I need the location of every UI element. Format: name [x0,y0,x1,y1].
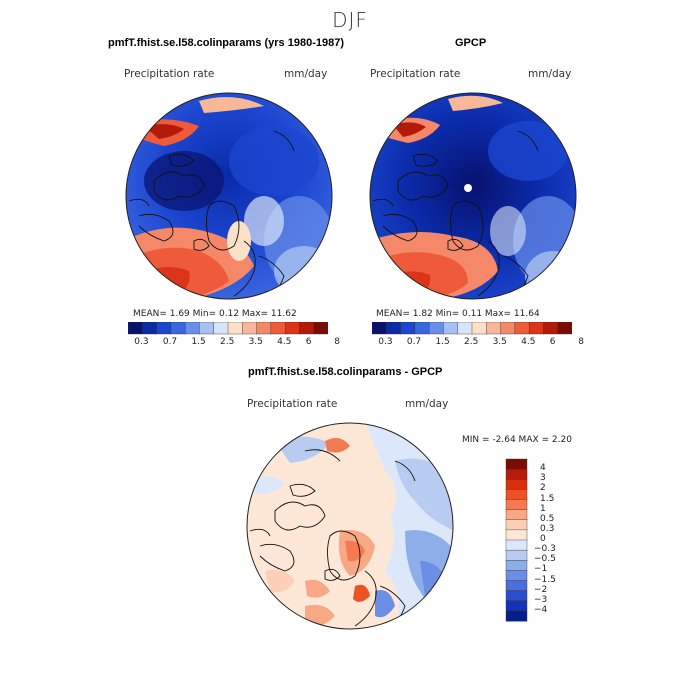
colorbar-swatch [270,322,286,335]
colorbar-tick-label: −0.5 [534,554,556,565]
colorbar-swatch [505,468,528,480]
panel3-stats: MIN = -2.64 MAX = 2.20 [462,435,572,445]
panel3-colorbar-ticks: 4 3 2 1.5 1 0.5 0.3 0 −0.3 −0.5 −1 −1.5 −2 −3 −4 [534,458,576,622]
colorbar-tick-label: 4.5 [277,337,292,347]
colorbar-swatch [505,560,528,571]
panel1-units: mm/day [284,68,328,80]
colorbar-tick-label: 0.3 [134,337,149,347]
panel1-colorbar [128,322,328,335]
panel1-stats: MEAN= 1.69 Min= 0.12 Max= 11.62 [133,309,297,319]
figure-title: DJF [332,8,368,32]
colorbar-swatch [505,509,528,521]
colorbar-swatch [227,322,243,335]
panel1-polar-map [125,92,333,300]
panel2-title: GPCP [455,37,487,49]
colorbar-swatch [213,322,229,335]
colorbar-tick-label: 4 [540,463,546,474]
colorbar-tick-label: 0 [540,534,546,544]
colorbar-swatch [184,322,200,335]
colorbar-tick-label: −1 [534,564,548,575]
colorbar-swatch [505,570,528,582]
colorbar-swatch [505,549,528,561]
colorbar-swatch [471,322,487,335]
panel1-variable: Precipitation rate [124,68,215,80]
panel3-title: pmfT.fhist.se.l58.colinparams - GPCP [248,366,443,378]
colorbar-tick-label: 0.7 [162,337,178,347]
colorbar-tick-label: 8 [578,337,585,347]
colorbar-swatch [284,322,300,335]
colorbar-swatch [400,322,416,335]
colorbar-tick-label: 1.5 [435,337,450,347]
colorbar-tick-label: 3.5 [248,337,263,347]
panel2-stats: MEAN= 1.82 Min= 0.11 Max= 11.64 [376,309,540,319]
colorbar-swatch [299,322,315,335]
colorbar-swatch [543,322,559,335]
colorbar-swatch [505,489,528,501]
colorbar-swatch [505,610,528,622]
colorbar-swatch [500,322,516,335]
colorbar-swatch [505,499,528,511]
colorbar-swatch [457,322,473,335]
colorbar-swatch [313,322,328,335]
colorbar-swatch [505,539,528,551]
colorbar-tick-label: −4 [534,604,548,615]
colorbar-swatch [128,322,143,335]
colorbar-tick-label: 2 [540,483,546,494]
panel3-units: mm/day [405,398,449,410]
colorbar-swatch [505,529,528,541]
colorbar-tick-label: 1 [540,503,546,514]
panel2-units: mm/day [528,68,572,80]
colorbar-swatch [443,322,459,335]
colorbar-tick-label: 6 [549,337,556,347]
colorbar-swatch [505,458,528,470]
colorbar-tick-label: 0.3 [378,337,393,347]
panel1-title: pmfT.fhist.se.l58.colinparams (yrs 1980-… [108,37,344,49]
colorbar-swatch [170,322,186,335]
colorbar-swatch [142,322,158,335]
colorbar-tick-label: 1.5 [191,337,206,347]
colorbar-swatch [414,322,430,335]
colorbar-swatch [199,322,215,335]
colorbar-swatch [372,322,387,335]
colorbar-tick-label: 0.7 [406,337,422,347]
panel1-colorbar-ticks: 0.3 0.7 1.5 2.5 3.5 4.5 6 8 [128,337,340,349]
colorbar-tick-label: 2.5 [464,337,479,347]
panel2-variable: Precipitation rate [370,68,461,80]
colorbar-swatch [528,322,544,335]
colorbar-tick-label: 3.5 [492,337,507,347]
colorbar-tick-label: −2 [534,584,548,595]
colorbar-tick-label: −3 [534,594,548,605]
colorbar-swatch [156,322,172,335]
panel3-polar-map [246,422,454,630]
colorbar-tick-label: 0.5 [540,513,555,524]
colorbar-swatch [256,322,272,335]
colorbar-tick-label: 1.5 [540,493,555,504]
colorbar-swatch [386,322,402,335]
colorbar-swatch [505,590,528,602]
colorbar-tick-label: 6 [305,337,312,347]
colorbar-swatch [242,322,258,335]
panel2-polar-map [369,92,577,300]
colorbar-tick-label: 3 [540,473,546,484]
panel3-colorbar [505,458,528,622]
colorbar-swatch [505,600,528,612]
colorbar-swatch [486,322,502,335]
colorbar-swatch [505,479,528,490]
colorbar-swatch [514,322,530,335]
colorbar-swatch [505,519,528,531]
colorbar-tick-label: 8 [334,337,341,347]
colorbar-tick-label: 0.3 [540,523,555,534]
colorbar-tick-label: −1.5 [534,574,556,585]
panel2-colorbar [372,322,572,335]
colorbar-tick-label: 4.5 [521,337,536,347]
panel3-variable: Precipitation rate [247,398,338,410]
colorbar-swatch [505,580,528,592]
colorbar-swatch [428,322,444,335]
colorbar-tick-label: 2.5 [220,337,235,347]
colorbar-tick-label: −0.3 [534,544,556,555]
panel2-colorbar-ticks: 0.3 0.7 1.5 2.5 3.5 4.5 6 8 [372,337,584,349]
colorbar-swatch [557,322,572,335]
